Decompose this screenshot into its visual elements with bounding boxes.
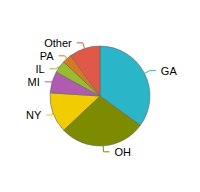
svg-text:OH: OH [115,146,132,158]
svg-text:NY: NY [26,109,42,121]
svg-text:GA: GA [161,65,178,77]
svg-text:Other: Other [44,37,72,49]
svg-text:PA: PA [40,50,55,62]
svg-text:IL: IL [35,63,44,75]
svg-text:MI: MI [28,76,40,88]
